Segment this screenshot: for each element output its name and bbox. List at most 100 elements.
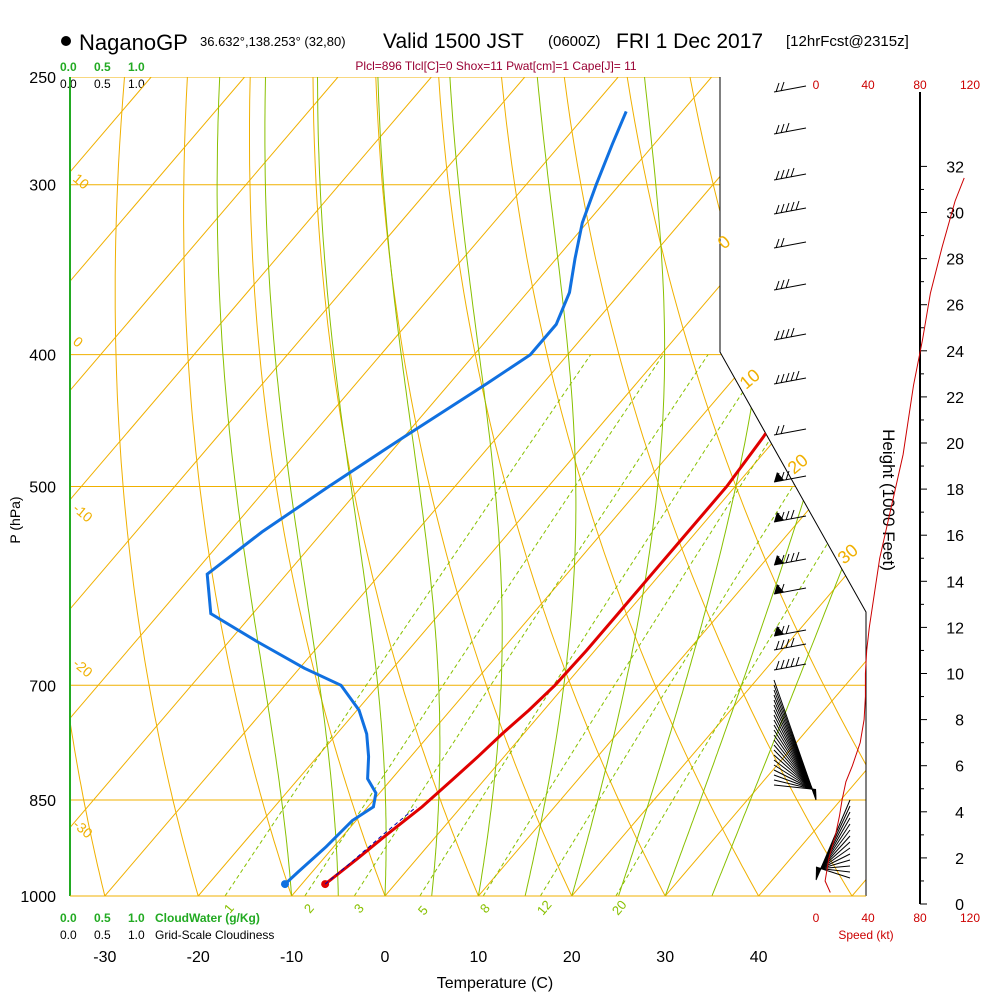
cloudiness-tick: 0.0 <box>60 928 77 942</box>
isotherm-line <box>70 77 245 896</box>
pressure-tick-label: 850 <box>29 793 56 810</box>
moist-adiabat-line <box>377 77 441 896</box>
wind-speed-profile <box>824 177 965 893</box>
wind-barb-staff <box>773 428 807 436</box>
mixing-ratio-line <box>539 354 866 896</box>
mixing-ratio-line <box>419 354 768 896</box>
plot-frame <box>719 77 867 896</box>
wind-barb-pennant <box>774 584 784 594</box>
x-axis-label: Temperature (C) <box>437 975 553 992</box>
speed-top-tick: 80 <box>913 78 927 92</box>
dry-adiabat-line <box>438 77 666 896</box>
mixing-ratio-label: 12 <box>534 897 555 918</box>
wind-barb-pennant <box>774 626 784 636</box>
mixing-ratio-label: 8 <box>477 901 493 916</box>
isotherm-label: -30 <box>70 816 96 841</box>
thermo-grid <box>70 77 866 896</box>
x-tick-label: -10 <box>280 949 303 966</box>
wind-barb-feather <box>775 640 780 651</box>
wind-barb-feather <box>775 170 780 181</box>
mixing-ratio-label: 3 <box>351 901 367 916</box>
wind-barb-feather <box>780 659 785 670</box>
indices-line: Plcl=896 Tlcl[C]=0 Shox=11 Pwat[cm]=1 Ca… <box>355 59 636 73</box>
moist-adiabat-line <box>264 77 339 896</box>
wind-barb-feather <box>790 637 795 648</box>
mixing-ratio-line <box>304 354 664 896</box>
black-scale-tick: 0.5 <box>94 77 111 91</box>
wind-barb-feather <box>775 124 780 135</box>
wind-barb-feather <box>785 372 790 383</box>
speed-axis-label: Speed (kt) <box>838 928 893 942</box>
moist-adiabat-line <box>571 77 666 896</box>
isotherm-label: 10 <box>70 170 92 192</box>
wind-barb-feather <box>785 510 790 521</box>
isotherm-line <box>70 77 526 896</box>
station-name: NaganoGP <box>79 30 188 55</box>
height-tick-label: 8 <box>955 713 964 730</box>
mixing-ratio-label: 5 <box>415 903 431 918</box>
wind-barb-feather <box>785 553 790 564</box>
wind-barb-feather <box>785 278 790 289</box>
x-tick-label: 20 <box>563 949 581 966</box>
speed-bottom-tick: 80 <box>913 911 927 925</box>
wind-barb-feather <box>785 638 790 649</box>
wind-barb-staff <box>773 784 817 790</box>
pressure-tick-label: 500 <box>29 480 56 497</box>
wind-barb-feather <box>780 279 785 290</box>
wind-barb-feather <box>785 122 790 133</box>
height-tick-label: 18 <box>946 482 964 499</box>
wind-barb-feather <box>775 238 780 249</box>
height-tick-label: 10 <box>946 667 964 684</box>
wind-barb-pennant <box>774 555 784 565</box>
dewpoint-line <box>205 110 628 886</box>
mixing-ratio-label: 2 <box>301 901 317 916</box>
isotherm-line <box>384 77 866 896</box>
wind-barb-staff <box>815 866 851 879</box>
x-tick-label: -30 <box>93 949 116 966</box>
wind-barb-feather <box>785 624 790 635</box>
isotherm-line <box>70 77 432 896</box>
wind-barb-staff <box>773 663 807 671</box>
speed-top-tick: 40 <box>861 78 875 92</box>
wind-barb-staff <box>773 127 807 135</box>
isotherm-line <box>851 77 866 896</box>
dry-adiabat-line <box>70 77 106 896</box>
dry-adiabat-line <box>114 77 199 896</box>
speed-bottom-tick: 40 <box>861 911 875 925</box>
wind-barb-feather <box>780 237 785 248</box>
wind-barbs <box>773 81 851 881</box>
moist-adiabat-line <box>216 77 293 896</box>
height-tick-label: 26 <box>946 298 964 315</box>
speed-axis: 0 40 80 120 0 40 80 120 Speed (kt) <box>813 78 981 942</box>
wind-barb-feather <box>780 373 785 384</box>
wind-barb-staff <box>773 283 807 291</box>
sounding-curves <box>205 110 866 889</box>
isotherm-label: 0 <box>70 333 86 350</box>
isotherm-line <box>104 77 806 896</box>
isotherm-line <box>70 77 712 896</box>
height-tick-label: 14 <box>946 574 964 591</box>
wind-barb-feather <box>775 204 780 215</box>
wind-barb-feather <box>775 82 780 93</box>
x-axis: -30 -20 -10 0 10 20 30 40 <box>93 949 767 966</box>
wind-barb-feather <box>790 327 795 338</box>
cloudwater-tick: 0.0 <box>60 911 77 925</box>
wind-barb-pennant <box>774 512 784 522</box>
cloudwater-tick: 0.5 <box>94 911 111 925</box>
height-tick-label: 32 <box>946 159 964 176</box>
speed-bottom-tick: 0 <box>813 911 820 925</box>
x-tick-label: -20 <box>187 949 210 966</box>
moist-adiabat-line <box>317 77 387 896</box>
moist-adiabat-line <box>711 77 866 896</box>
green-scale-tick: 0.0 <box>60 60 77 74</box>
dry-adiabat-line <box>815 77 866 896</box>
height-tick-label: 12 <box>946 620 964 637</box>
wind-barb-feather <box>780 329 785 340</box>
wind-barb-feather <box>775 660 780 671</box>
wind-barb-feather <box>780 639 785 650</box>
wind-barb-feather <box>775 330 780 341</box>
wind-barb-feather <box>780 81 785 92</box>
wind-barb-feather <box>780 424 785 435</box>
wind-barb-feather <box>790 552 795 563</box>
wind-barb-staff <box>773 333 807 341</box>
